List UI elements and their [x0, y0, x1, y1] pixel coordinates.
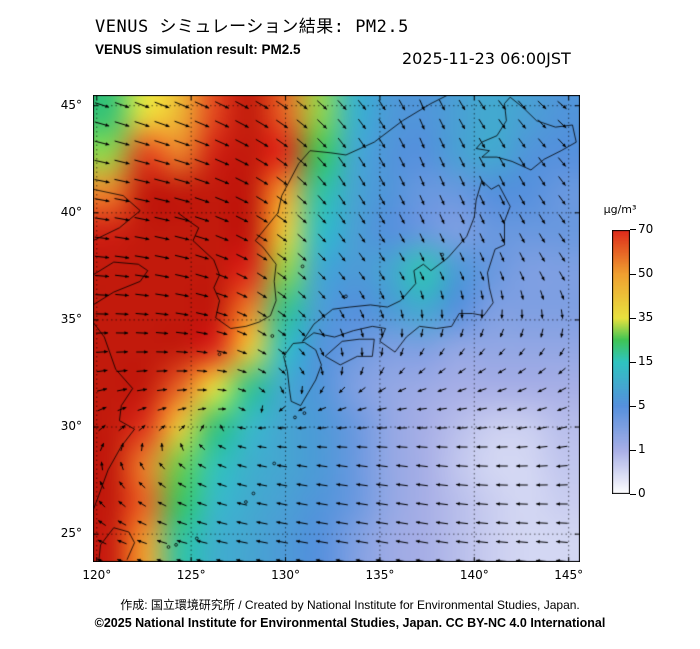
colorbar-tick-mark — [630, 362, 636, 363]
simulation-timestamp: 2025-11-23 06:00JST — [402, 49, 571, 68]
map-panel — [93, 95, 580, 562]
page-title-japanese: VENUS シミュレーション結果: PM2.5 — [95, 17, 409, 37]
colorbar-tick-mark — [630, 274, 636, 275]
lon-tick-label: 120° — [82, 568, 112, 582]
lon-tick-label: 135° — [365, 568, 395, 582]
lat-tick-label: 25° — [60, 526, 82, 541]
lat-tick-label: 45° — [60, 97, 82, 112]
colorbar-tick-mark — [630, 229, 636, 230]
lat-tick-label: 30° — [60, 419, 82, 434]
colorbar-tick-label: 50 — [638, 266, 654, 280]
colorbar-tick-mark — [630, 318, 636, 319]
colorbar-tick-mark — [630, 494, 636, 495]
colorbar-tick-mark — [630, 450, 636, 451]
lat-tick-label: 35° — [60, 311, 82, 326]
lon-tick-label: 145° — [554, 568, 584, 582]
colorbar-tick-label: 15 — [638, 354, 654, 368]
lon-tick-label: 130° — [271, 568, 300, 582]
colorbar-tick-label: 70 — [638, 222, 654, 236]
credit-line: 作成: 国立環境研究所 / Created by National Instit… — [120, 598, 580, 612]
longitude-axis: 120° 125° 130° 135° 140° 145° — [82, 564, 584, 582]
colorbar-tick-label: 1 — [638, 442, 646, 456]
pm25-heatmap-canvas — [93, 95, 580, 562]
lat-tick-label: 40° — [60, 204, 82, 219]
colorbar-unit-label: µg/m³ — [603, 203, 637, 216]
lon-tick-label: 125° — [176, 568, 206, 582]
colorbar-tick-label: 0 — [638, 486, 646, 500]
colorbar-canvas — [612, 230, 630, 494]
colorbar-tick-label: 35 — [638, 310, 654, 324]
colorbar-tick-mark — [630, 406, 636, 407]
latitude-axis: 45° 40° 35° 30° 25° — [50, 95, 88, 562]
copyright-line: ©2025 National Institute for Environment… — [94, 616, 606, 630]
page-title-english: VENUS simulation result: PM2.5 — [95, 42, 301, 57]
colorbar-tick-label: 5 — [638, 398, 646, 412]
lon-tick-label: 140° — [459, 568, 489, 582]
